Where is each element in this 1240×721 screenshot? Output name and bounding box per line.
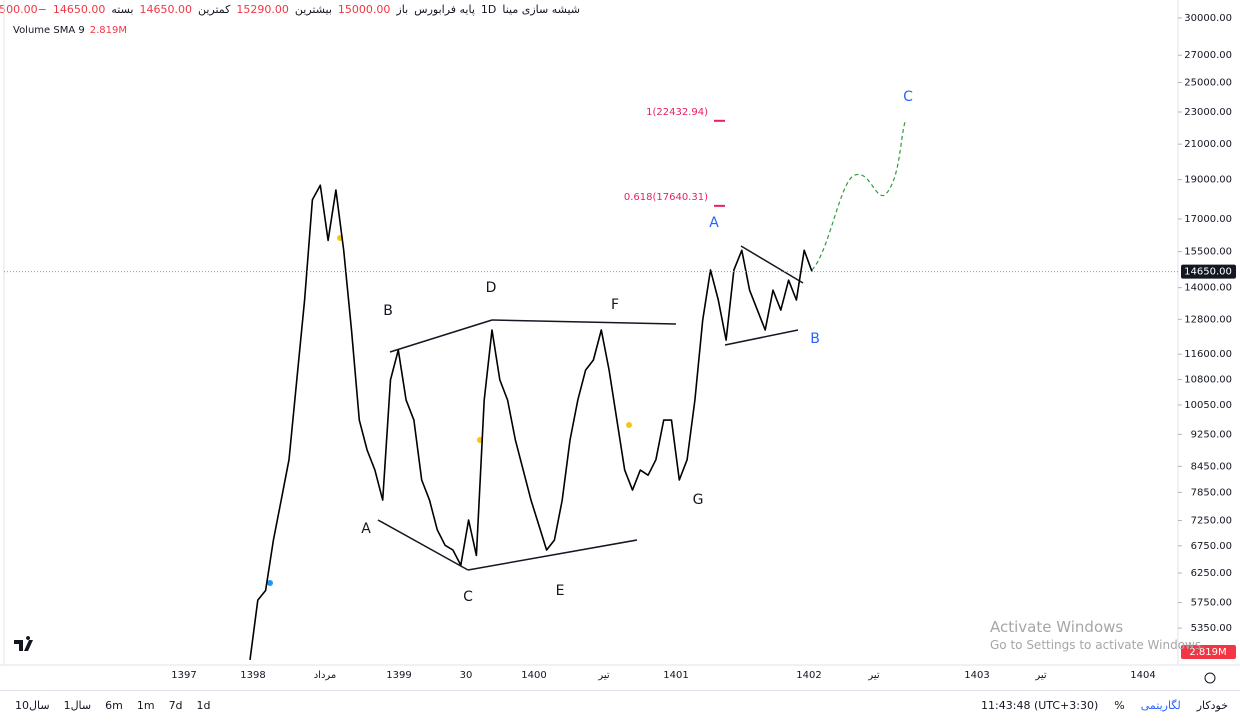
range-button[interactable]: 1m bbox=[136, 699, 155, 712]
open: 15000.00 bbox=[337, 3, 391, 16]
y-tick-label: 10050.00 bbox=[1184, 400, 1232, 411]
x-tick-label: تیر bbox=[597, 670, 610, 681]
y-tick-label: 15500.00 bbox=[1184, 247, 1232, 258]
trend-line bbox=[740, 245, 804, 284]
log-toggle[interactable]: لگاریتمی bbox=[1140, 699, 1181, 712]
x-tick-label: 1399 bbox=[386, 670, 411, 681]
indicator-legend: Volume SMA 9 2.819M bbox=[13, 25, 127, 36]
y-tick-label: 7250.00 bbox=[1191, 516, 1232, 527]
range-buttons: 10سال 1سال 6m 1m 7d 1d bbox=[15, 699, 211, 712]
x-tick-label: 1398 bbox=[240, 670, 265, 681]
fib-label: 0.618(17640.31) bbox=[624, 192, 708, 203]
y-tick-label: 17000.00 bbox=[1184, 214, 1232, 225]
range-button[interactable]: 1d bbox=[196, 699, 211, 712]
high-label: بیشترین bbox=[294, 3, 332, 16]
settings-icon[interactable] bbox=[1204, 672, 1216, 684]
range-button[interactable]: 1سال bbox=[63, 699, 92, 712]
y-tick-label: 5350.00 bbox=[1191, 623, 1232, 634]
y-tick-label: 12800.00 bbox=[1184, 314, 1232, 325]
volume-label: 2.819M bbox=[1189, 647, 1226, 658]
trend-line bbox=[724, 329, 799, 346]
y-tick-label: 5750.00 bbox=[1191, 598, 1232, 609]
clock: 11:43:48 (UTC+3:30) bbox=[981, 699, 1099, 712]
trend-line bbox=[491, 319, 677, 325]
symbol: شیشه سازی مینا bbox=[502, 3, 580, 16]
interval: 1D bbox=[480, 3, 497, 16]
range-button[interactable]: 6m bbox=[105, 699, 123, 712]
y-tick-label: 10800.00 bbox=[1184, 374, 1232, 385]
price-line bbox=[249, 184, 813, 661]
x-tick-label: 1403 bbox=[964, 670, 989, 681]
watermark-title: Activate Windows bbox=[990, 618, 1124, 636]
range-button[interactable]: 7d bbox=[168, 699, 183, 712]
x-tick-label: 30 bbox=[460, 670, 473, 681]
x-tick-label: تیر bbox=[1034, 670, 1047, 681]
open-label: باز bbox=[396, 3, 409, 16]
wave-label: C bbox=[903, 89, 913, 105]
high: 15290.00 bbox=[236, 3, 289, 16]
legend-header: شیشه سازی مینا 1D پایه فرابورس باز 15000.… bbox=[0, 3, 580, 16]
indicator-name: Volume SMA 9 bbox=[13, 25, 85, 36]
tv-logo bbox=[14, 636, 33, 651]
x-tick-label: 1400 bbox=[521, 670, 546, 681]
y-tick-label: 30000.00 bbox=[1184, 13, 1232, 24]
close: 14650.00 bbox=[52, 3, 106, 16]
x-tick-label: 1397 bbox=[171, 670, 196, 681]
change: −500.00 (−3.30%) bbox=[0, 3, 47, 16]
y-tick-label: 11600.00 bbox=[1184, 349, 1232, 360]
wave-label: B bbox=[383, 303, 393, 319]
percent-toggle[interactable]: % bbox=[1114, 699, 1125, 712]
y-tick-label: 19000.00 bbox=[1184, 175, 1232, 186]
y-tick-label: 27000.00 bbox=[1184, 50, 1232, 61]
y-tick-label: 6250.00 bbox=[1191, 568, 1232, 579]
y-tick-label: 23000.00 bbox=[1184, 107, 1232, 118]
close-label: بسته bbox=[111, 3, 134, 16]
y-tick-label: 14000.00 bbox=[1184, 283, 1232, 294]
x-tick-label: 1401 bbox=[663, 670, 688, 681]
trend-line bbox=[389, 319, 493, 353]
volume-tag bbox=[1181, 645, 1236, 659]
last-price-label: 14650.00 bbox=[1184, 267, 1232, 278]
fib-label: 1(22432.94) bbox=[646, 107, 708, 118]
x-tick-label: مرداد bbox=[314, 670, 337, 681]
wave-label: D bbox=[486, 280, 497, 296]
wave-label: B bbox=[810, 331, 820, 347]
marker-dot bbox=[626, 422, 632, 428]
marker-dot bbox=[267, 580, 273, 586]
x-tick-label: 1404 bbox=[1130, 670, 1155, 681]
watermark-text: Go to Settings to activate Windows. bbox=[990, 638, 1205, 652]
y-tick-label: 8450.00 bbox=[1191, 461, 1232, 472]
wave-label: G bbox=[693, 492, 704, 508]
watermark: Activate Windows Go to Settings to activ… bbox=[990, 618, 1205, 652]
wave-label: E bbox=[556, 583, 565, 599]
trend-line bbox=[467, 539, 638, 571]
y-tick-label: 25000.00 bbox=[1184, 77, 1232, 88]
x-tick-label: تیر bbox=[867, 670, 880, 681]
low-label: کمترین bbox=[197, 3, 231, 16]
toolbar-right: 11:43:48 (UTC+3:30) % لگاریتمی خودکار bbox=[981, 699, 1228, 712]
y-tick-label: 9250.00 bbox=[1191, 429, 1232, 440]
trend-line bbox=[377, 519, 469, 571]
wave-label: A bbox=[709, 215, 719, 231]
chart: 30000.00 27000.00 25000.00 23000.00 21000.00… bbox=[0, 0, 1240, 684]
y-tick-label: 21000.00 bbox=[1184, 139, 1232, 150]
auto-toggle[interactable]: خودکار bbox=[1196, 699, 1228, 712]
range-button[interactable]: 10سال bbox=[15, 699, 50, 712]
indicator-value: 2.819M bbox=[89, 25, 127, 36]
y-tick-label: 7850.00 bbox=[1191, 487, 1232, 498]
bottom-toolbar: 10سال 1سال 6m 1m 7d 1d 11:43:48 (UTC+3:30) % … bbox=[0, 690, 1240, 721]
projection-path bbox=[811, 121, 906, 271]
exchange: پایه فرابورس bbox=[414, 3, 475, 16]
low: 14650.00 bbox=[139, 3, 192, 16]
wave-label: C bbox=[463, 589, 473, 605]
wave-label: F bbox=[611, 297, 619, 313]
wave-label: A bbox=[361, 521, 371, 537]
trend-lines bbox=[377, 245, 804, 571]
y-tick-label: 6750.00 bbox=[1191, 541, 1232, 552]
last-price-tag bbox=[1181, 264, 1236, 279]
x-tick-label: 1402 bbox=[796, 670, 821, 681]
